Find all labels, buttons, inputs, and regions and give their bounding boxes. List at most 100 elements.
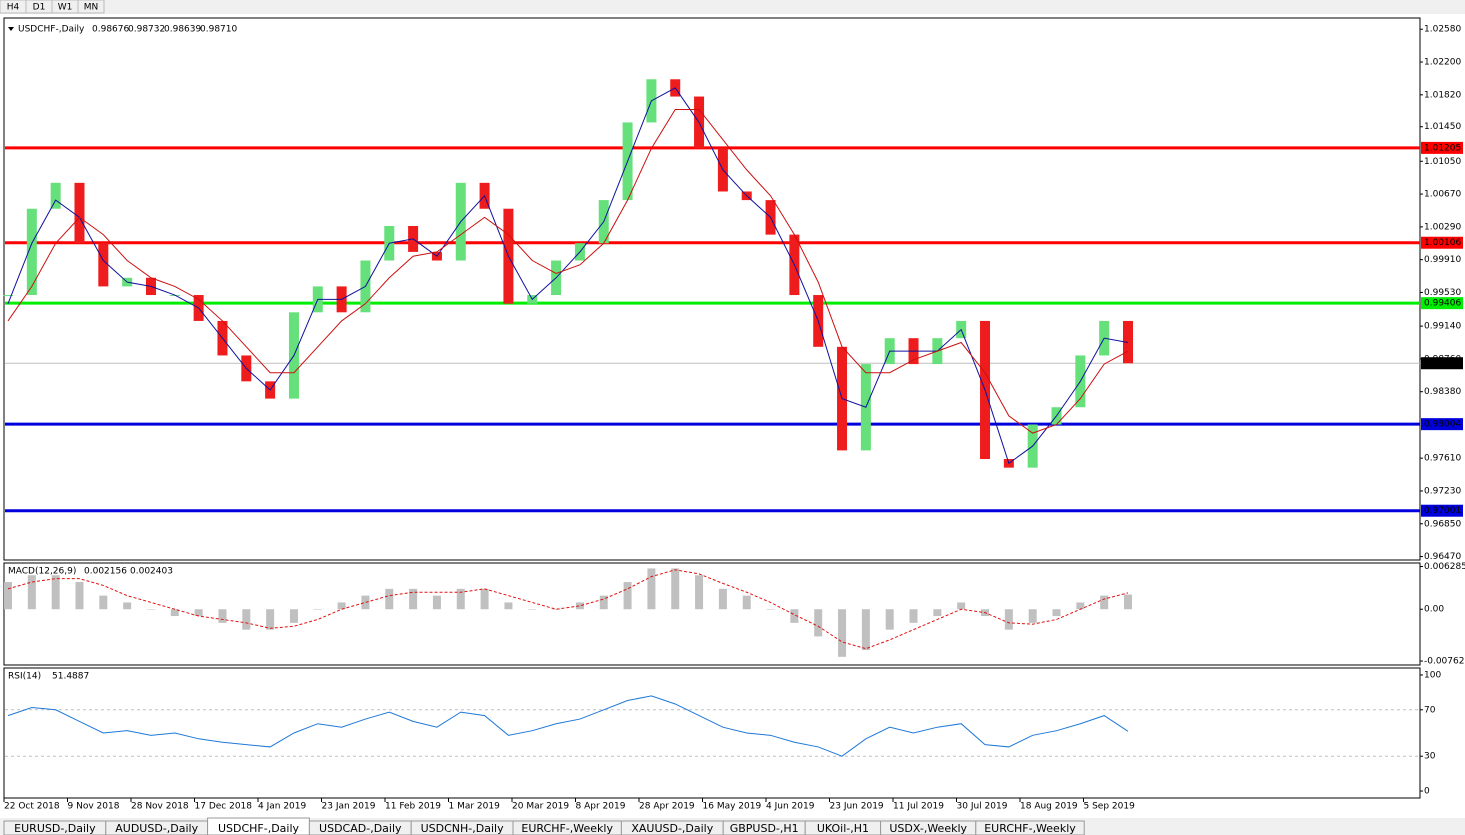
tab-label[interactable]: UKOil-,H1	[817, 822, 869, 835]
x-tick-label: 4 Jan 2019	[258, 802, 306, 812]
x-tick-label: 4 Jun 2019	[766, 802, 815, 812]
current-price-label: 0.98710	[1424, 359, 1461, 369]
macd-bar	[575, 602, 584, 610]
price-panel	[3, 17, 1421, 561]
macd-bar	[1052, 609, 1061, 617]
dropdown-icon	[8, 27, 14, 31]
macd-bar	[146, 609, 155, 610]
macd-bar	[695, 575, 704, 610]
x-tick-label: 16 May 2019	[703, 802, 762, 812]
macd-bar	[504, 602, 513, 610]
macd-bar	[766, 609, 775, 610]
y-tick-label: 0.96850	[1424, 519, 1461, 529]
macd-bar	[814, 609, 823, 637]
y-tick-label: 1.00290	[1424, 222, 1461, 232]
tab-shape[interactable]	[975, 820, 1085, 835]
macd-bar	[170, 609, 179, 617]
tab-label[interactable]: USDCHF-,Daily	[218, 822, 300, 835]
y-tick-label: 70	[1424, 705, 1436, 715]
tab[interactable]: USDCHF-,Daily	[207, 817, 310, 835]
level-tag	[1421, 236, 1463, 249]
tab[interactable]: UKOil-,H1	[804, 820, 882, 835]
level-tag	[1421, 141, 1463, 154]
level-tag	[1421, 418, 1463, 431]
tab-label[interactable]: USDX-,Weekly	[889, 822, 967, 835]
macd-title: MACD(12,26,9)	[8, 567, 76, 577]
y-tick-label: 0.96470	[1424, 552, 1461, 562]
tab-label[interactable]: XAUUSD-,Daily	[631, 822, 713, 835]
timeframe-label[interactable]: W1	[58, 3, 73, 13]
macd-bar	[885, 609, 894, 630]
x-tick-label: 20 Mar 2019	[512, 802, 569, 812]
tab[interactable]: EURCHF-,Weekly	[975, 820, 1085, 835]
macd-bar	[123, 602, 132, 610]
moving-average	[7, 87, 1129, 465]
y-tick-label: 100	[1424, 670, 1441, 680]
timeframe-label[interactable]: D1	[33, 3, 46, 13]
macd-bar	[313, 609, 322, 610]
x-tick-label: 18 Aug 2019	[1020, 802, 1078, 812]
tab[interactable]: EURCHF-,Weekly	[512, 820, 622, 835]
x-tick-label: 30 Jul 2019	[957, 802, 1008, 812]
macd-bar	[194, 609, 203, 617]
x-tick-label: 11 Jul 2019	[893, 802, 944, 812]
macd-bar	[790, 609, 799, 623]
timeframe-label[interactable]: MN	[84, 3, 99, 13]
macd-bar	[647, 568, 656, 610]
tab-label[interactable]: EURCHF-,Weekly	[521, 822, 613, 835]
level-label: 1.00106	[1424, 238, 1461, 248]
level-label: 0.98004	[1424, 420, 1461, 430]
macd-bar	[289, 609, 298, 623]
y-tick-label: 1.01820	[1424, 90, 1461, 100]
symbol-title: USDCHF-,Daily	[18, 25, 85, 35]
y-tick-label: 1.01050	[1424, 157, 1461, 167]
y-tick-label: 0.97230	[1424, 486, 1461, 496]
tab[interactable]: GBPUSD-,H1	[722, 820, 806, 835]
tab[interactable]: EURUSD-,Daily	[3, 820, 107, 835]
rsi-line	[7, 695, 1129, 757]
macd-panel	[3, 562, 1421, 666]
tab-label[interactable]: USDCNH-,Daily	[421, 822, 504, 835]
tab[interactable]: USDCNH-,Daily	[410, 820, 514, 835]
rsi-title: RSI(14)	[8, 672, 41, 682]
macd-bar	[742, 595, 751, 610]
y-tick-label: 0.97610	[1424, 454, 1461, 464]
macd-bar	[266, 609, 275, 630]
moving-average	[7, 108, 1129, 434]
macd-bar	[4, 582, 12, 610]
macd-bar	[957, 602, 966, 610]
x-tick-label: 5 Sep 2019	[1084, 802, 1136, 812]
y-tick-label: 0.00	[1424, 605, 1444, 615]
tab[interactable]: USDX-,Weekly	[880, 820, 977, 835]
y-tick-label: 1.01450	[1424, 122, 1461, 132]
tab[interactable]: XAUUSD-,Daily	[620, 820, 724, 835]
macd-bar	[409, 588, 418, 610]
macd-bar	[552, 609, 561, 610]
x-tick-label: 17 Dec 2018	[195, 802, 253, 812]
x-tick-label: 9 Nov 2018	[68, 802, 120, 812]
y-tick-label: 0	[1424, 787, 1430, 797]
tab-label[interactable]: EURUSD-,Daily	[14, 822, 96, 835]
timeframe-label[interactable]: H4	[7, 3, 20, 13]
tab-label[interactable]: GBPUSD-,H1	[730, 822, 799, 835]
macd-bar	[933, 609, 942, 617]
macd-bar	[480, 588, 489, 610]
y-tick-label: 1.02200	[1424, 58, 1461, 68]
tab[interactable]: AUDUSD-,Daily	[105, 820, 209, 835]
ohlc-value: 0.98639	[164, 25, 201, 35]
tab-label[interactable]: AUDUSD-,Daily	[115, 822, 198, 835]
macd-bar	[456, 588, 465, 610]
macd-bar	[75, 582, 84, 610]
x-tick-label: 23 Jan 2019	[322, 802, 376, 812]
x-tick-label: 1 Mar 2019	[449, 802, 501, 812]
tab-label[interactable]: EURCHF-,Weekly	[984, 822, 1076, 835]
tab[interactable]: USDCAD-,Daily	[308, 820, 412, 835]
timeframe-button[interactable]	[77, 0, 105, 14]
level-tag	[1421, 297, 1463, 310]
tab-label[interactable]: USDCAD-,Daily	[319, 822, 402, 835]
x-tick-label: 28 Nov 2018	[131, 802, 189, 812]
macd-bar	[242, 609, 251, 630]
macd-bar	[838, 609, 847, 657]
toolbar	[0, 0, 1465, 14]
rsi-panel	[3, 667, 1421, 799]
